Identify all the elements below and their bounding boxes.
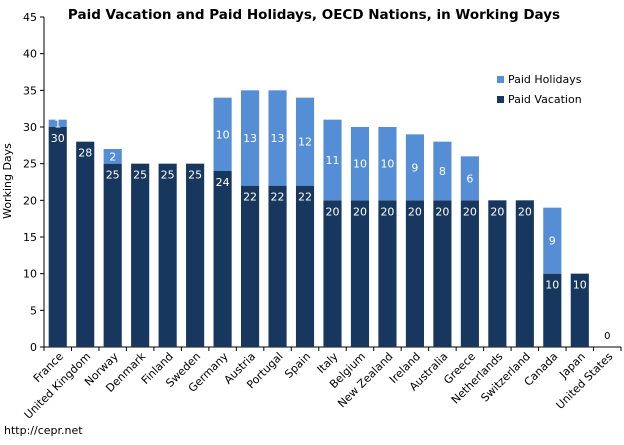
bar-paid-holidays <box>378 127 397 201</box>
legend: Paid Holidays Paid Vacation <box>497 73 582 106</box>
bar-paid-vacation <box>543 273 562 347</box>
bar-paid-vacation <box>378 200 397 347</box>
data-label-paid-vacation: 25 <box>188 169 202 182</box>
bar-paid-vacation <box>131 163 150 347</box>
data-label-paid-vacation: 20 <box>435 205 449 218</box>
y-tick-label: 25 <box>23 158 37 171</box>
bar-paid-holidays <box>460 156 479 201</box>
data-label-paid-holidays: 10 <box>216 128 230 141</box>
y-tick-label: 45 <box>23 11 37 24</box>
data-label-paid-holidays: 2 <box>109 150 116 163</box>
bar-paid-vacation <box>268 185 287 347</box>
legend-swatch <box>497 96 504 103</box>
data-label-paid-vacation: 10 <box>573 279 587 292</box>
y-tick-label: 35 <box>23 84 37 97</box>
bar-paid-vacation <box>570 273 589 347</box>
data-label-paid-vacation: 22 <box>243 191 257 204</box>
bar-paid-holidays <box>48 119 67 127</box>
data-label-paid-holidays: 13 <box>243 132 257 145</box>
bar-paid-holidays <box>405 134 424 201</box>
data-labels: 30 1 28 25 2 25 25 25 24 10 22 13 22 13 22 12 20 11 20 10 20… <box>51 117 611 342</box>
data-label-paid-vacation: 30 <box>51 132 65 145</box>
y-tick-label: 10 <box>23 268 37 281</box>
data-label-paid-vacation: 22 <box>298 191 312 204</box>
category-label: Spain <box>282 350 313 381</box>
bar-paid-holidays <box>433 141 452 201</box>
legend-label: Paid Holidays <box>508 73 582 86</box>
bar-paid-vacation <box>186 163 205 347</box>
bar-paid-vacation <box>460 200 479 347</box>
data-label-paid-holidays: 11 <box>326 154 340 167</box>
chart-title: Paid Vacation and Paid Holidays, OECD Na… <box>68 7 560 23</box>
y-tick-label: 15 <box>23 231 37 244</box>
bar-paid-vacation <box>433 200 452 347</box>
bar-paid-vacation <box>515 200 534 347</box>
bar-paid-vacation <box>488 200 507 347</box>
bar-paid-vacation <box>48 127 67 347</box>
data-label-paid-vacation: 20 <box>380 205 394 218</box>
data-label-paid-vacation: 10 <box>545 279 559 292</box>
data-label-paid-vacation: 25 <box>161 169 175 182</box>
bar-paid-holidays <box>323 119 342 201</box>
data-label-paid-holidays: 9 <box>411 161 418 174</box>
y-tick-label: 0 <box>30 341 37 354</box>
bar-paid-vacation <box>405 200 424 347</box>
bar-paid-holidays <box>241 90 260 186</box>
bar-paid-vacation <box>241 185 260 347</box>
data-label-paid-vacation: 20 <box>518 205 532 218</box>
bar-paid-holidays <box>295 97 315 186</box>
y-tick-label: 5 <box>30 304 37 317</box>
data-label-paid-holidays: 10 <box>353 158 367 171</box>
data-label-paid-vacation: 25 <box>106 169 120 182</box>
y-tick-label: 30 <box>23 121 37 134</box>
bar-paid-vacation <box>76 141 95 347</box>
source-link[interactable]: http://cepr.net <box>4 424 83 437</box>
data-label-paid-vacation: 20 <box>326 205 340 218</box>
legend-swatch <box>497 76 504 83</box>
bar-paid-holidays <box>103 149 122 164</box>
bar-paid-vacation <box>158 163 177 347</box>
data-label-paid-vacation: 28 <box>78 147 92 160</box>
bar-paid-vacation <box>350 200 370 347</box>
bar-paid-vacation <box>295 185 315 347</box>
data-label-paid-holidays: 9 <box>549 235 556 248</box>
bar-paid-holidays <box>543 207 562 274</box>
bars <box>48 90 589 347</box>
data-label-paid-vacation: 20 <box>490 205 504 218</box>
legend-label: Paid Vacation <box>508 93 582 106</box>
y-tick-label: 40 <box>23 48 37 61</box>
data-label-paid-holidays: 13 <box>271 132 285 145</box>
data-label-paid-vacation: 20 <box>408 205 422 218</box>
data-label-paid-holidays: 10 <box>380 158 394 171</box>
bar-paid-vacation <box>323 200 342 347</box>
bar-paid-vacation <box>213 171 232 347</box>
bar-paid-holidays <box>213 97 232 171</box>
y-tick-label: 20 <box>23 194 37 207</box>
bar-paid-holidays <box>268 90 287 186</box>
bar-paid-holidays <box>350 127 370 201</box>
data-label-paid-holidays: 12 <box>298 136 312 149</box>
data-label-paid-vacation: 20 <box>353 205 367 218</box>
data-label-paid-holidays: 6 <box>466 172 473 185</box>
data-label-paid-holidays: 8 <box>439 165 446 178</box>
bar-paid-vacation <box>103 163 122 347</box>
data-label-paid-holidays: 1 <box>54 117 61 130</box>
data-label-paid-vacation: 20 <box>463 205 477 218</box>
data-label-paid-vacation: 22 <box>271 191 285 204</box>
data-label-paid-vacation: 0 <box>604 331 610 342</box>
data-label-paid-vacation: 25 <box>133 169 147 182</box>
data-label-paid-vacation: 24 <box>216 176 230 189</box>
y-axis-label: Working Days <box>1 143 14 219</box>
